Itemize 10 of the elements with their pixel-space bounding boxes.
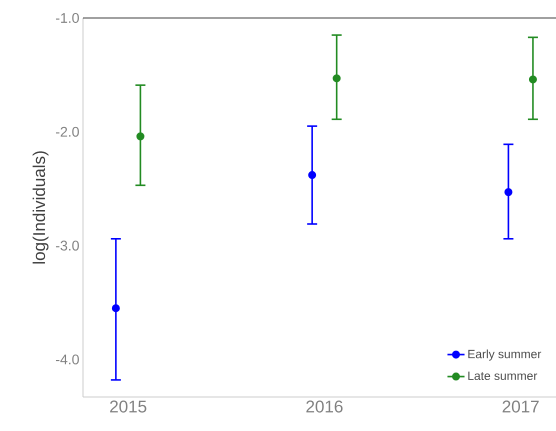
x-tick-label: 2015 <box>110 400 146 413</box>
x-tick-label: 2016 <box>306 400 343 413</box>
y-tick-label: -1.0 <box>56 13 79 23</box>
x-tick-label: 2017 <box>502 400 539 413</box>
legend-label: Early summer <box>468 349 542 361</box>
legend-label: Late summer <box>468 372 538 380</box>
y-tick-label: -3.0 <box>56 240 79 251</box>
y-axis-title: log(Individuals) <box>32 151 48 264</box>
y-tick-label: -2.0 <box>56 126 79 137</box>
y-tick-label: -4.0 <box>56 354 79 364</box>
